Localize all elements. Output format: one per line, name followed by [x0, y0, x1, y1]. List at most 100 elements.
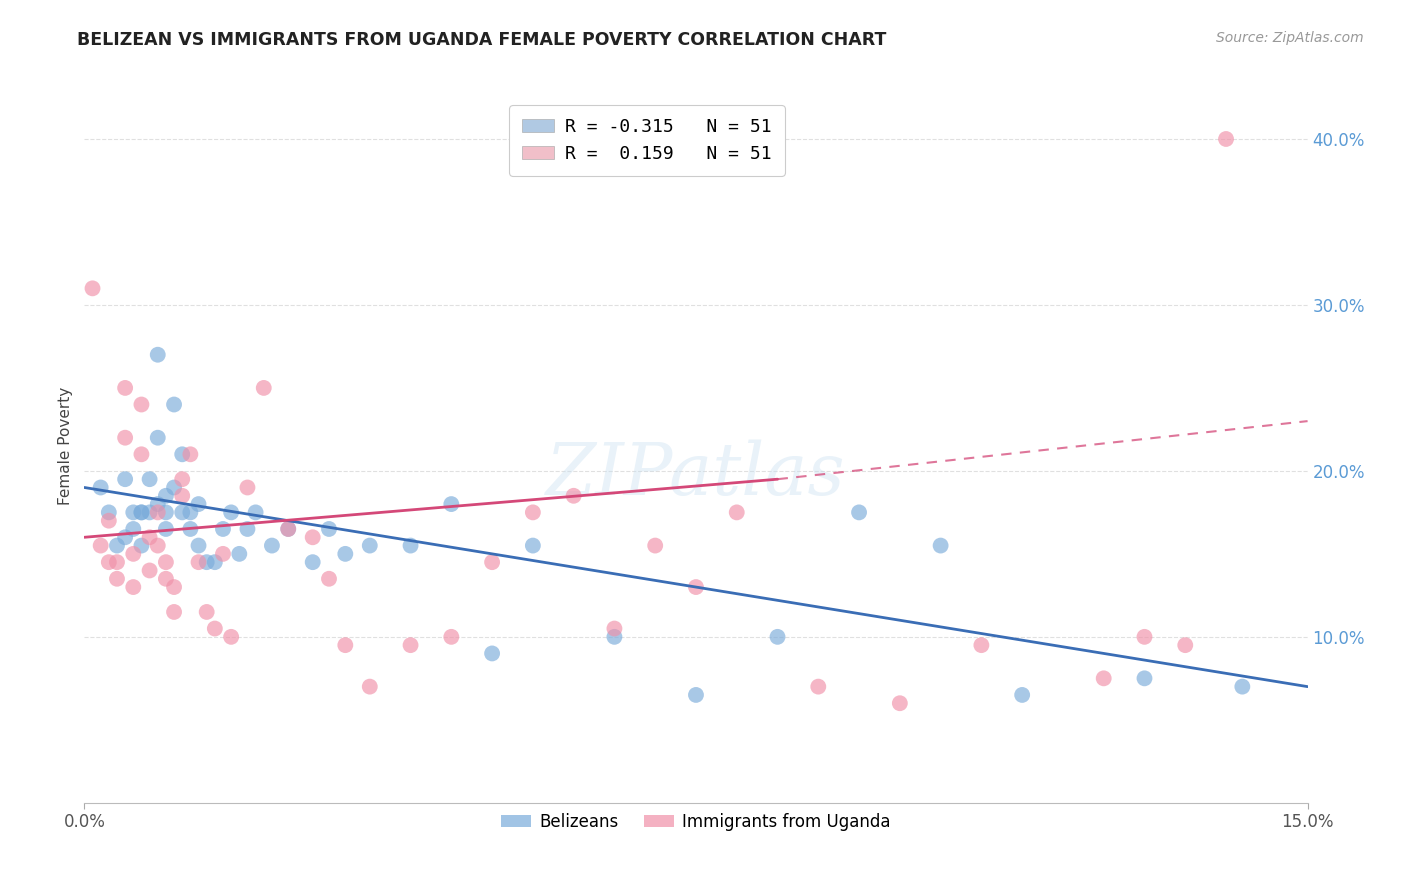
Point — [131, 505, 153, 519]
Point — [301, 530, 323, 544]
Point — [603, 622, 626, 636]
Point — [179, 447, 201, 461]
Point — [440, 630, 463, 644]
Point — [114, 472, 136, 486]
Point — [105, 555, 128, 569]
Point — [179, 505, 201, 519]
Point — [562, 489, 585, 503]
Point — [204, 555, 226, 569]
Point — [172, 472, 194, 486]
Point — [277, 522, 299, 536]
Point — [187, 539, 209, 553]
Point — [481, 555, 503, 569]
Point — [929, 539, 952, 553]
Point — [195, 555, 218, 569]
Point — [204, 622, 226, 636]
Point — [97, 514, 120, 528]
Point — [260, 539, 283, 553]
Point — [131, 505, 153, 519]
Point — [138, 472, 160, 486]
Point — [172, 489, 194, 503]
Point — [807, 680, 830, 694]
Point — [146, 431, 169, 445]
Point — [138, 564, 160, 578]
Point — [114, 431, 136, 445]
Point — [685, 688, 707, 702]
Point — [146, 505, 169, 519]
Point — [1133, 630, 1156, 644]
Point — [603, 630, 626, 644]
Point — [236, 522, 259, 536]
Point — [131, 539, 153, 553]
Point — [1011, 688, 1033, 702]
Point — [644, 539, 666, 553]
Point — [90, 539, 112, 553]
Point — [219, 630, 242, 644]
Point — [440, 497, 463, 511]
Point — [399, 539, 422, 553]
Point — [848, 505, 870, 519]
Legend: Belizeans, Immigrants from Uganda: Belizeans, Immigrants from Uganda — [495, 806, 897, 838]
Point — [114, 381, 136, 395]
Point — [1232, 680, 1254, 694]
Text: ZIPatlas: ZIPatlas — [546, 439, 846, 510]
Point — [131, 447, 153, 461]
Point — [685, 580, 707, 594]
Point — [172, 505, 194, 519]
Point — [1092, 671, 1115, 685]
Point — [399, 638, 422, 652]
Point — [122, 505, 145, 519]
Point — [187, 497, 209, 511]
Point — [335, 638, 357, 652]
Point — [163, 580, 186, 594]
Point — [163, 397, 186, 411]
Point — [97, 555, 120, 569]
Point — [228, 547, 250, 561]
Point — [481, 647, 503, 661]
Point — [155, 522, 177, 536]
Point — [236, 481, 259, 495]
Point — [335, 547, 357, 561]
Text: Source: ZipAtlas.com: Source: ZipAtlas.com — [1216, 31, 1364, 45]
Point — [522, 505, 544, 519]
Point — [889, 696, 911, 710]
Point — [97, 505, 120, 519]
Point — [105, 572, 128, 586]
Point — [187, 555, 209, 569]
Point — [253, 381, 276, 395]
Point — [970, 638, 993, 652]
Point — [122, 547, 145, 561]
Point — [212, 522, 235, 536]
Point — [195, 605, 218, 619]
Point — [155, 505, 177, 519]
Point — [359, 539, 381, 553]
Point — [146, 497, 169, 511]
Point — [138, 505, 160, 519]
Point — [725, 505, 748, 519]
Point — [359, 680, 381, 694]
Point — [172, 447, 194, 461]
Point — [212, 547, 235, 561]
Point — [155, 555, 177, 569]
Point — [131, 397, 153, 411]
Point — [114, 530, 136, 544]
Point — [245, 505, 267, 519]
Point — [301, 555, 323, 569]
Point — [318, 522, 340, 536]
Point — [90, 481, 112, 495]
Point — [105, 539, 128, 553]
Text: BELIZEAN VS IMMIGRANTS FROM UGANDA FEMALE POVERTY CORRELATION CHART: BELIZEAN VS IMMIGRANTS FROM UGANDA FEMAL… — [77, 31, 887, 49]
Point — [146, 539, 169, 553]
Point — [155, 489, 177, 503]
Point — [82, 281, 104, 295]
Point — [138, 530, 160, 544]
Point — [155, 572, 177, 586]
Point — [163, 605, 186, 619]
Point — [122, 522, 145, 536]
Point — [122, 580, 145, 594]
Point — [522, 539, 544, 553]
Y-axis label: Female Poverty: Female Poverty — [58, 387, 73, 505]
Point — [277, 522, 299, 536]
Point — [1174, 638, 1197, 652]
Point — [179, 522, 201, 536]
